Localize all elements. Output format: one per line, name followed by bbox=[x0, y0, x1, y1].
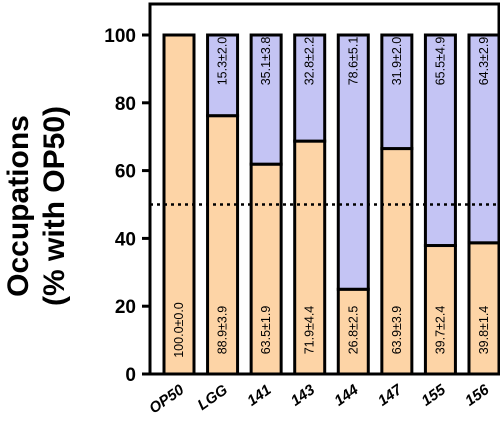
bar-data-label: 26.8±2.5 bbox=[346, 306, 360, 355]
y-tick-label: 80 bbox=[115, 94, 136, 115]
bar-data-label: 63.9±3.9 bbox=[390, 306, 404, 355]
bar-segment bbox=[336, 33, 370, 291]
y-tick-label: 20 bbox=[115, 297, 136, 318]
y-tick-label: 0 bbox=[125, 365, 136, 386]
bar-data-label: 64.3±2.9 bbox=[477, 37, 491, 86]
bar-segment bbox=[249, 33, 283, 166]
y-tick-label: 60 bbox=[115, 162, 136, 183]
bar-segment bbox=[423, 244, 457, 376]
x-category-label: 147 bbox=[375, 381, 406, 410]
y-tick-label: 100 bbox=[104, 26, 136, 47]
x-category-label: 144 bbox=[331, 381, 362, 410]
x-category-label: 141 bbox=[244, 381, 274, 409]
y-tick-label: 40 bbox=[115, 229, 136, 250]
bar-data-label: 78.6±5.1 bbox=[346, 37, 360, 86]
bar-data-label: 39.7±2.4 bbox=[433, 306, 447, 355]
bar-data-label: 88.9±3.9 bbox=[216, 306, 230, 355]
bar-segment bbox=[206, 114, 240, 376]
y-axis-title: Occupations (% with OP50) bbox=[2, 106, 71, 306]
bar-data-label: 65.5±4.9 bbox=[433, 37, 447, 86]
bar-data-label: 39.8±1.4 bbox=[477, 306, 491, 355]
bar-segment bbox=[467, 33, 500, 245]
bar-segment bbox=[380, 147, 414, 376]
x-category-label: OP50 bbox=[146, 381, 188, 417]
bar-segment bbox=[293, 33, 327, 143]
bar-data-label: 71.9±4.4 bbox=[303, 306, 317, 355]
bar-data-label: 63.5±1.9 bbox=[259, 306, 273, 355]
bar-segment bbox=[206, 33, 240, 118]
bar-data-label: 35.1±3.8 bbox=[259, 37, 273, 86]
bar-segment bbox=[467, 241, 500, 376]
bar-data-label: 15.3±2.0 bbox=[216, 37, 230, 86]
y-axis-title-line2: (% with OP50) bbox=[38, 106, 71, 306]
x-category-label: 156 bbox=[462, 381, 493, 410]
x-category-label: 155 bbox=[418, 381, 449, 410]
bar-data-label: 31.9±2.0 bbox=[390, 37, 404, 86]
x-category-label: LGG bbox=[194, 381, 231, 414]
y-axis-title-line1: Occupations bbox=[2, 115, 35, 297]
bar-data-label: 32.8±2.2 bbox=[303, 37, 317, 86]
bar-segment bbox=[293, 139, 327, 376]
bar-data-label: 100.0±0.0 bbox=[172, 302, 186, 358]
bar-segment bbox=[336, 287, 370, 376]
x-category-label: 143 bbox=[288, 381, 319, 410]
bar-segment bbox=[423, 33, 457, 248]
plot-area: 0 20 40 60 80 100 100.0±0.0 OP50 88.9±3.9 15.3±2.… bbox=[104, 2, 500, 417]
bar-segment bbox=[380, 33, 414, 151]
